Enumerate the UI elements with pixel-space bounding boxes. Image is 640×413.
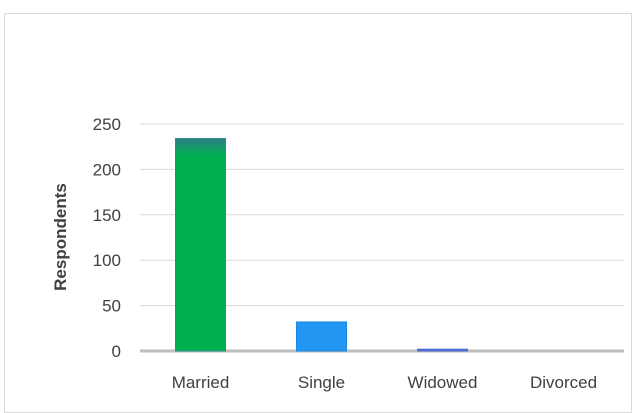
bar-widowed [417, 348, 468, 352]
x-tick-label-widowed: Widowed [408, 373, 478, 392]
y-tick-label-100: 100 [93, 251, 121, 270]
x-tick-label-single: Single [298, 373, 345, 392]
y-tick-label-150: 150 [93, 206, 121, 225]
y-tick-label-50: 50 [102, 297, 121, 316]
y-tick-label-0: 0 [112, 342, 121, 361]
bar-chart: 0 50 100 150 200 250 Married Single Widowed Divor… [51, 115, 624, 392]
y-tick-label-250: 250 [93, 115, 121, 134]
bar-single [296, 321, 347, 352]
bar-married [175, 138, 226, 352]
x-tick-label-married: Married [172, 373, 230, 392]
y-tick-label-200: 200 [93, 160, 121, 179]
y-axis-label: Respondents [51, 183, 70, 291]
x-tick-label-divorced: Divorced [530, 373, 597, 392]
